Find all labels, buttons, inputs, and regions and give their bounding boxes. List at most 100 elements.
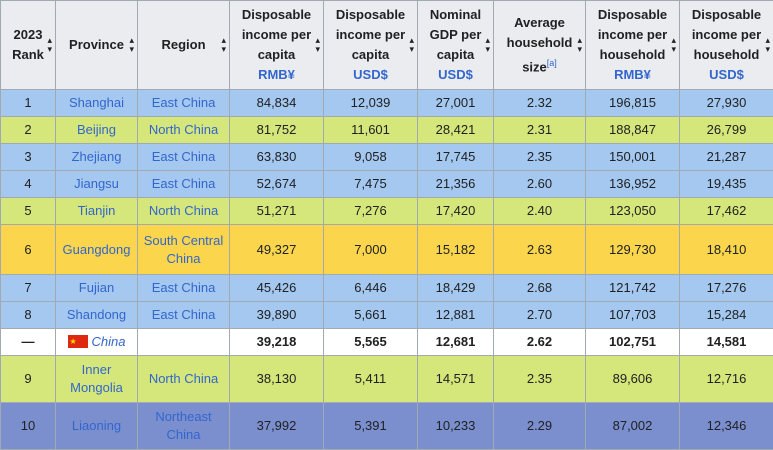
province-link[interactable]: Beijing: [56, 117, 138, 144]
unit-label[interactable]: RMB¥: [233, 65, 320, 85]
footnote-link[interactable]: [a]: [547, 58, 557, 68]
value-cell: 2.32: [494, 90, 586, 117]
sort-arrows-icon[interactable]: ▴▾: [577, 36, 582, 54]
header-province[interactable]: Province▴▾: [56, 1, 138, 90]
value-cell: 52,674: [230, 171, 324, 198]
value-cell: 45,426: [230, 275, 324, 302]
header-rank[interactable]: 2023 Rank▴▾: [1, 1, 56, 90]
province-link[interactable]: Shanghai: [56, 90, 138, 117]
value-cell: 2.60: [494, 171, 586, 198]
rank-cell: 8: [1, 302, 56, 329]
value-cell: 81,752: [230, 117, 324, 144]
value-cell: 19,435: [680, 171, 773, 198]
value-cell: 37,992: [230, 403, 324, 450]
region-link[interactable]: East China: [138, 275, 230, 302]
province-link[interactable]: China: [92, 334, 126, 349]
rank-cell: 10: [1, 403, 56, 450]
value-cell: 5,565: [324, 329, 418, 356]
value-cell: 7,000: [324, 225, 418, 275]
value-cell: 107,703: [586, 302, 680, 329]
china-flag-icon[interactable]: [68, 335, 88, 348]
value-cell: 27,930: [680, 90, 773, 117]
value-cell: 121,742: [586, 275, 680, 302]
sort-arrows-icon[interactable]: ▴▾: [409, 36, 414, 54]
province-link[interactable]: Tianjin: [56, 198, 138, 225]
value-cell: 17,420: [418, 198, 494, 225]
value-cell: 2.35: [494, 356, 586, 403]
region-link[interactable]: Northeast China: [138, 403, 230, 450]
header-region[interactable]: Region▴▾: [138, 1, 230, 90]
sort-arrows-icon[interactable]: ▴▾: [671, 36, 676, 54]
region-link[interactable]: East China: [138, 302, 230, 329]
value-cell: 150,001: [586, 144, 680, 171]
rank-cell: 5: [1, 198, 56, 225]
region-link[interactable]: North China: [138, 356, 230, 403]
sort-arrows-icon[interactable]: ▴▾: [129, 36, 134, 54]
value-cell: 10,233: [418, 403, 494, 450]
unit-label[interactable]: USD$: [683, 65, 770, 85]
value-cell: 84,834: [230, 90, 324, 117]
province-link[interactable]: Liaoning: [56, 403, 138, 450]
value-cell: 51,271: [230, 198, 324, 225]
province-link[interactable]: Jiangsu: [56, 171, 138, 198]
value-cell: 12,346: [680, 403, 773, 450]
region-link[interactable]: North China: [138, 117, 230, 144]
sort-arrows-icon[interactable]: ▴▾: [315, 36, 320, 54]
unit-label[interactable]: RMB¥: [589, 65, 676, 85]
value-cell: 136,952: [586, 171, 680, 198]
rank-cell: 6: [1, 225, 56, 275]
region-link[interactable]: South Central China: [138, 225, 230, 275]
province-link[interactable]: Shandong: [56, 302, 138, 329]
header-household-size[interactable]: Average household size[a]▴▾: [494, 1, 586, 90]
region-link[interactable]: East China: [138, 90, 230, 117]
region-link[interactable]: East China: [138, 171, 230, 198]
value-cell: 15,284: [680, 302, 773, 329]
sort-arrows-icon[interactable]: ▴▾: [765, 36, 770, 54]
value-cell: 89,606: [586, 356, 680, 403]
value-cell: 5,411: [324, 356, 418, 403]
rank-cell: 7: [1, 275, 56, 302]
region-link[interactable]: East China: [138, 144, 230, 171]
value-cell: 26,799: [680, 117, 773, 144]
rank-cell: 3: [1, 144, 56, 171]
province-link[interactable]: Fujian: [56, 275, 138, 302]
value-cell: 2.31: [494, 117, 586, 144]
province-link[interactable]: Inner Mongolia: [56, 356, 138, 403]
value-cell: 2.29: [494, 403, 586, 450]
value-cell: 2.62: [494, 329, 586, 356]
value-cell: 2.70: [494, 302, 586, 329]
value-cell: 2.63: [494, 225, 586, 275]
value-cell: 14,571: [418, 356, 494, 403]
unit-label[interactable]: USD$: [421, 65, 490, 85]
value-cell: 17,462: [680, 198, 773, 225]
province-link[interactable]: Zhejiang: [56, 144, 138, 171]
sort-arrows-icon[interactable]: ▴▾: [47, 36, 52, 54]
rank-cell: 2: [1, 117, 56, 144]
value-cell: 102,751: [586, 329, 680, 356]
value-cell: 27,001: [418, 90, 494, 117]
rank-cell: 1: [1, 90, 56, 117]
province-link[interactable]: Guangdong: [56, 225, 138, 275]
value-cell: 2.35: [494, 144, 586, 171]
value-cell: 39,218: [230, 329, 324, 356]
unit-label[interactable]: USD$: [327, 65, 414, 85]
sort-arrows-icon[interactable]: ▴▾: [485, 36, 490, 54]
value-cell: 38,130: [230, 356, 324, 403]
value-cell: 188,847: [586, 117, 680, 144]
region-link[interactable]: North China: [138, 198, 230, 225]
sort-arrows-icon[interactable]: ▴▾: [221, 36, 226, 54]
value-cell: 17,276: [680, 275, 773, 302]
value-cell: 18,429: [418, 275, 494, 302]
